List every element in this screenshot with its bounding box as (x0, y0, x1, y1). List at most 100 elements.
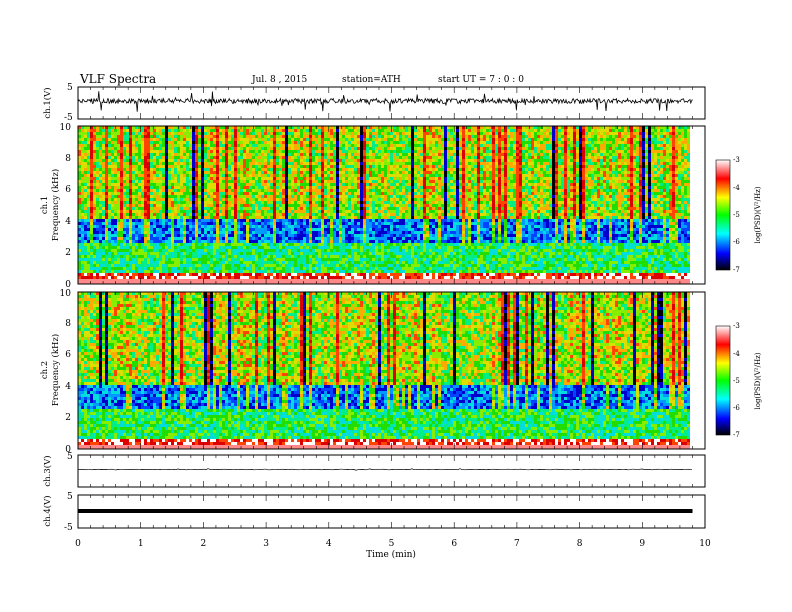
spec1-cell (78, 171, 81, 174)
spec1-cell (255, 162, 258, 165)
spec1-cell (102, 237, 105, 240)
spec1-cell (333, 141, 336, 144)
spec1-cell (159, 150, 162, 153)
spec1-cell (231, 198, 234, 201)
spec1-cell (153, 186, 156, 189)
spec1-cell (216, 198, 219, 201)
spec1-cell (150, 249, 153, 252)
spec1-cell (222, 165, 225, 168)
spec1-cell (237, 228, 240, 231)
spec1-cell (111, 255, 114, 258)
spec1-cell (180, 246, 183, 249)
spec1-cell (81, 207, 84, 210)
spec1-cell (117, 255, 120, 258)
spec1-cell (342, 186, 345, 189)
spec1-cell (126, 141, 129, 144)
spec1-cell (243, 228, 246, 231)
spec1-cell (153, 249, 156, 252)
spec1-cell (306, 213, 309, 216)
spec1-cell (105, 228, 108, 231)
spec1-cell (87, 234, 90, 237)
spec1-cell (195, 243, 198, 246)
spec1-cell (297, 156, 300, 159)
spec1-cell (279, 150, 282, 153)
spec1-cell (267, 213, 270, 216)
spec1-cell (195, 192, 198, 195)
spec1-cell (81, 279, 84, 282)
spec1-cell (111, 204, 114, 207)
spec1-cell (234, 183, 237, 186)
spec1-cell (255, 246, 258, 249)
spec1-cell (114, 219, 117, 222)
spec1-cell (213, 198, 216, 201)
spec1-cell (216, 210, 219, 213)
spec1-cell (213, 246, 216, 249)
spec1-cell (312, 216, 315, 219)
spec1-cell (105, 246, 108, 249)
spec1-cell (321, 165, 324, 168)
spec1-cell (144, 228, 147, 231)
spec1-cell (237, 195, 240, 198)
spec1-cell (231, 219, 234, 222)
spec1-cell (273, 201, 276, 204)
spec1-cell (204, 159, 207, 162)
spec1-cell (123, 234, 126, 237)
spec1-cell (132, 228, 135, 231)
spec1-cell (108, 144, 111, 147)
spec1-cell (258, 258, 261, 261)
spec1-cell (117, 234, 120, 237)
spec1-cell (132, 213, 135, 216)
spec1-cell (96, 153, 99, 156)
spec1-cell (99, 279, 102, 282)
spec1-cell (129, 219, 132, 222)
spec1-cell (282, 159, 285, 162)
spec1-cell (336, 243, 339, 246)
spec1-cell (156, 165, 159, 168)
spec1-cell (246, 219, 249, 222)
spec1-cell (231, 168, 234, 171)
spec1-cell (333, 135, 336, 138)
spec1-cell (117, 276, 120, 279)
spec1-cell (255, 183, 258, 186)
spec1-cell (141, 219, 144, 222)
spec1-cell (231, 186, 234, 189)
spec1-cell (162, 225, 165, 228)
spec1-cell (291, 168, 294, 171)
spec1-cell (303, 186, 306, 189)
spec1-cell (105, 129, 108, 132)
spec1-cell (324, 252, 327, 255)
spec1-cell (324, 264, 327, 267)
spec1-cell (228, 258, 231, 261)
spec1-cell (330, 201, 333, 204)
spec1-cell (111, 267, 114, 270)
spec1-cell (174, 144, 177, 147)
spec1-cell (270, 258, 273, 261)
spec1-cell (168, 204, 171, 207)
spec1-cell (138, 249, 141, 252)
spec1-cell (135, 234, 138, 237)
spec1-cell (351, 261, 354, 264)
spec1-cell (186, 180, 189, 183)
spec1-cell (213, 144, 216, 147)
spec1-cell (291, 216, 294, 219)
spec1-cell (222, 240, 225, 243)
spec1-cell (216, 267, 219, 270)
spec1-cell (144, 261, 147, 264)
spec1-cell (129, 156, 132, 159)
spec1-cell (162, 270, 165, 273)
spec1-cell (306, 180, 309, 183)
spec1-cell (162, 267, 165, 270)
spec1-cell (150, 138, 153, 141)
spec1-cell (81, 144, 84, 147)
spec1-cell (201, 234, 204, 237)
spec1-cell (351, 219, 354, 222)
spec1-cell (117, 243, 120, 246)
spec1-cell (228, 234, 231, 237)
spec1-cell (183, 210, 186, 213)
spec1-cell (120, 174, 123, 177)
spec1-cell (282, 228, 285, 231)
spec1-cell (90, 213, 93, 216)
spec1-cell (318, 180, 321, 183)
spec1-cell (285, 261, 288, 264)
spec1-cell (342, 225, 345, 228)
